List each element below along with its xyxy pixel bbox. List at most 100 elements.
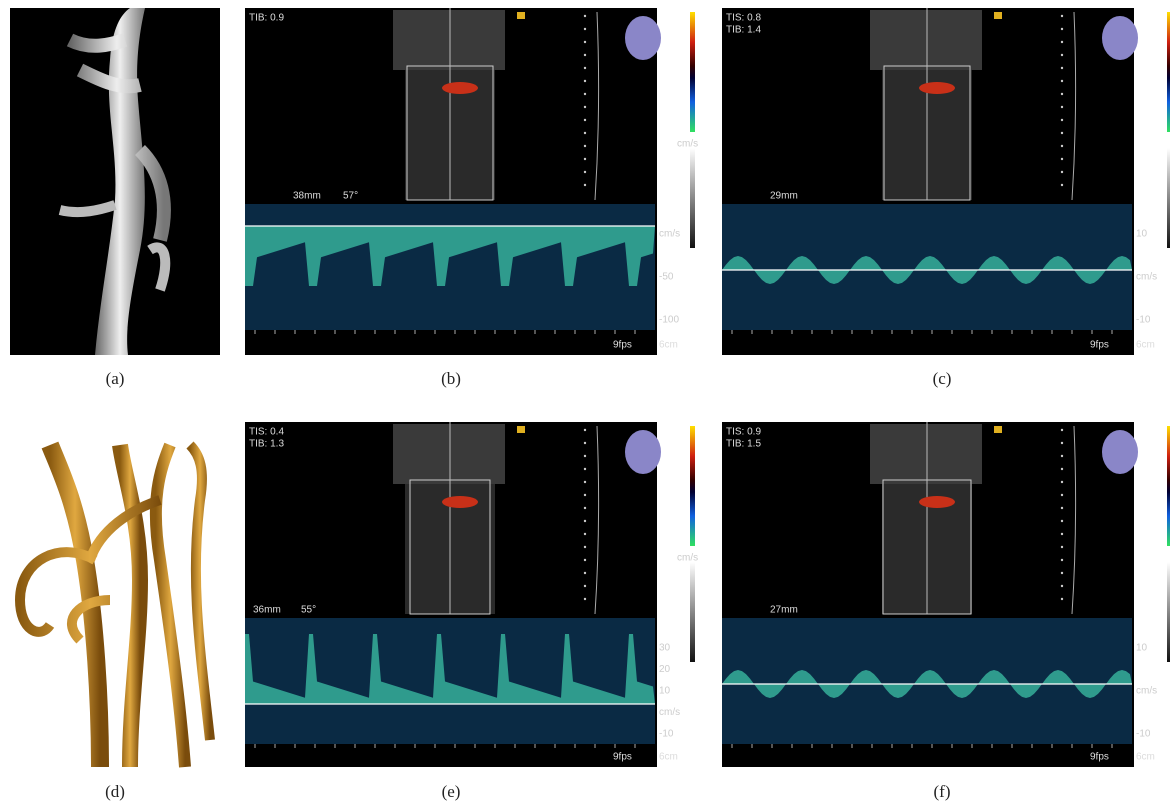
- probe-icon: [517, 426, 525, 433]
- depth-label: 29mm: [770, 191, 798, 202]
- depth-dot: [1061, 28, 1063, 30]
- bmode-image: [870, 424, 982, 484]
- depth-dot: [584, 132, 586, 134]
- overlay-text: TIB: 0.9: [249, 13, 284, 24]
- depth-label: 27mm: [770, 605, 798, 616]
- depth-dot: [1061, 481, 1063, 483]
- depth-dot: [1061, 507, 1063, 509]
- colorbar-unit: cm/s: [677, 553, 698, 564]
- depth-dot: [1061, 184, 1063, 186]
- colorbar-unit: cm/s: [677, 139, 698, 150]
- depth-label: 36mm: [253, 605, 281, 616]
- depth-dot: [584, 572, 586, 574]
- panel-d-image: [8, 445, 220, 767]
- depth-dot: [584, 184, 586, 186]
- face-icon: [625, 16, 661, 60]
- depth-dot: [1061, 132, 1063, 134]
- panel-label: (e): [442, 782, 461, 801]
- depth-label: 38mm: [293, 191, 321, 202]
- depth-dot: [1061, 54, 1063, 56]
- face-icon: [1102, 430, 1138, 474]
- color-bar: [690, 426, 695, 546]
- depth-dot: [1061, 559, 1063, 561]
- depth-dot: [1061, 546, 1063, 548]
- depth-dot: [1061, 67, 1063, 69]
- depth-dot: [1061, 15, 1063, 17]
- probe-icon: [994, 12, 1002, 19]
- depth-dot: [584, 520, 586, 522]
- face-icon: [625, 430, 661, 474]
- depth-dot: [1061, 145, 1063, 147]
- fps-label: 9fps: [613, 340, 632, 351]
- fps-label: 9fps: [1090, 752, 1109, 763]
- depth-dot: [1061, 171, 1063, 173]
- depth-dot: [584, 145, 586, 147]
- depth-dot: [584, 546, 586, 548]
- depth-dot: [584, 507, 586, 509]
- depth-dot: [584, 41, 586, 43]
- color-bar: [690, 12, 695, 132]
- panel-label: (f): [934, 782, 951, 801]
- depth-dot: [584, 54, 586, 56]
- angle-label: 57°: [343, 191, 358, 202]
- color-flow: [919, 496, 955, 508]
- overlay-text: TIB: 1.5: [726, 439, 761, 450]
- depth-dot: [1061, 119, 1063, 121]
- depth-dot: [1061, 442, 1063, 444]
- bmode-image: [393, 424, 505, 484]
- depth-dot: [584, 429, 586, 431]
- depth-dot: [584, 158, 586, 160]
- depth-dot: [584, 481, 586, 483]
- depth-dot: [584, 119, 586, 121]
- depth-dot: [584, 15, 586, 17]
- bmode-image: [870, 10, 982, 70]
- depth-dot: [1061, 585, 1063, 587]
- scale-label: cm/s: [659, 707, 680, 718]
- panel-label: (a): [106, 369, 125, 388]
- overlay-text: TIS: 0.8: [726, 13, 761, 24]
- depth-dot: [584, 67, 586, 69]
- depth-dot: [1061, 158, 1063, 160]
- depth-dot: [1061, 93, 1063, 95]
- depth-dot: [584, 93, 586, 95]
- angle-label: 55°: [301, 605, 316, 616]
- depth-dot: [584, 106, 586, 108]
- scale-label: -10: [1136, 315, 1151, 326]
- overlay-text: TIS: 0.9: [726, 427, 761, 438]
- scale-label: 20: [659, 664, 671, 675]
- depth-dot: [1061, 468, 1063, 470]
- bmode-image: [393, 10, 505, 70]
- gray-bar: [690, 562, 695, 662]
- figure: (a)(b)(c)(d)(e)(f)TIB: 0.938mm57°cm/scm/…: [0, 0, 1170, 806]
- depth-dot: [1061, 41, 1063, 43]
- probe-icon: [994, 426, 1002, 433]
- gray-bar: [690, 148, 695, 248]
- scale-label: 10: [1136, 229, 1148, 240]
- depth-dot: [1061, 429, 1063, 431]
- color-flow: [919, 82, 955, 94]
- scale-label: cm/s: [659, 229, 680, 240]
- depth-dot: [584, 533, 586, 535]
- size-label: 6cm: [659, 752, 678, 763]
- overlay-text: TIS: 0.4: [249, 427, 284, 438]
- depth-dot: [1061, 572, 1063, 574]
- depth-dot: [584, 468, 586, 470]
- scale-label: 10: [1136, 643, 1148, 654]
- scale-label: 10: [659, 686, 671, 697]
- depth-dot: [584, 598, 586, 600]
- depth-dot: [1061, 520, 1063, 522]
- depth-dot: [1061, 80, 1063, 82]
- size-label: 6cm: [659, 340, 678, 351]
- scale-label: cm/s: [1136, 686, 1157, 697]
- scale-label: cm/s: [1136, 272, 1157, 283]
- overlay-text: TIB: 1.4: [726, 25, 761, 36]
- depth-dot: [1061, 598, 1063, 600]
- color-flow: [442, 82, 478, 94]
- scale-label: -100: [659, 315, 679, 326]
- depth-dot: [584, 171, 586, 173]
- color-flow: [442, 496, 478, 508]
- scale-label: -10: [1136, 729, 1151, 740]
- panel-label: (c): [933, 369, 952, 388]
